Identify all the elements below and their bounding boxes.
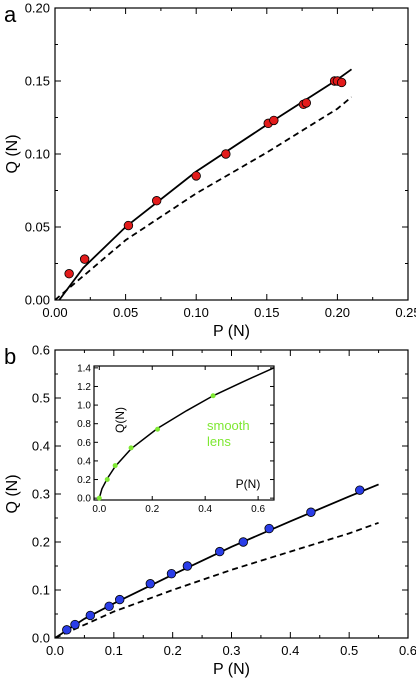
y-tick-label: 0.3 [32, 487, 50, 502]
y-tick-label: 0.0 [32, 631, 50, 646]
data-point [269, 115, 279, 126]
x-tick-label: 0.00 [42, 305, 67, 320]
x-tick-label: 0.5 [340, 643, 358, 658]
panel-label: b [4, 344, 16, 369]
data-point [306, 507, 316, 517]
y-tick-label: 0.10 [25, 147, 50, 162]
x-tick-label: 0.6 [251, 504, 265, 515]
x-tick-label: 0.15 [254, 305, 279, 320]
x-tick-label: 0.10 [184, 305, 209, 320]
data-point [238, 537, 248, 547]
inset-x-axis-label: P(N) [236, 477, 261, 491]
data-point [182, 561, 193, 571]
y-tick-label: 0.2 [32, 535, 50, 550]
plot-frame [54, 7, 409, 301]
plot-frame [93, 365, 275, 501]
data-point [85, 610, 96, 621]
solid-fit-line [98, 367, 274, 499]
y-axis-label: Q (N) [4, 134, 21, 173]
data-point [336, 77, 347, 88]
x-tick-label: 0.25 [395, 305, 416, 320]
x-tick-label: 0.3 [222, 643, 240, 658]
y-tick-label: 0.4 [32, 439, 50, 454]
data-point [70, 619, 80, 630]
y-tick-label: 0.6 [77, 438, 91, 449]
data-point [115, 594, 125, 605]
data-point [79, 254, 90, 264]
x-tick-label: 0.4 [198, 504, 212, 515]
inset-y-axis-label: Q(N) [113, 407, 127, 433]
y-tick-label: 1.0 [77, 401, 91, 412]
y-tick-label: 0.4 [77, 456, 91, 467]
x-tick-label: 0.1 [105, 643, 123, 658]
data-point [191, 171, 201, 181]
y-tick-label: 0.6 [32, 343, 50, 358]
dashed-fit-line [55, 96, 353, 300]
y-tick-label: 0.2 [77, 475, 91, 486]
data-point [215, 546, 225, 557]
x-axis-label: P (N) [213, 323, 250, 340]
x-tick-label: 0.05 [113, 305, 138, 320]
data-point [123, 220, 134, 231]
inset-annotation: lens [207, 434, 231, 449]
data-point [221, 149, 231, 159]
panel-label: a [4, 2, 17, 27]
data-point [64, 269, 74, 279]
data-point [155, 426, 161, 432]
x-tick-label: 0.4 [281, 643, 299, 658]
data-point [355, 485, 365, 495]
data-point [96, 495, 102, 501]
data-point [166, 568, 177, 579]
x-tick-label: 0.2 [164, 643, 182, 658]
x-tick-label: 0.0 [92, 504, 106, 515]
y-tick-label: 0.0 [77, 494, 91, 505]
x-axis-label: P (N) [213, 661, 250, 678]
y-tick-label: 0.00 [25, 293, 50, 308]
data-point [151, 196, 162, 206]
dashed-fit-line [55, 521, 379, 638]
y-tick-label: 0.8 [77, 419, 91, 430]
y-tick-label: 0.15 [25, 74, 50, 89]
x-tick-label: 0.6 [399, 643, 416, 658]
panel-a: 0.00 0.05 0.10 0.15 0.20 0.25 0.00 0.05 0.10 0.15… [4, 1, 416, 341]
x-tick-label: 0.2 [145, 504, 159, 515]
y-tick-label: 0.05 [25, 220, 50, 235]
data-point [104, 601, 114, 612]
y-tick-label: 1.4 [77, 363, 91, 374]
data-point [301, 98, 312, 108]
data-point [145, 579, 156, 589]
data-point [128, 445, 134, 451]
y-tick-label: 1.2 [77, 382, 91, 393]
data-point [62, 625, 72, 635]
inset-annotation: smooth [207, 418, 250, 433]
y-tick-label: 0.1 [32, 583, 50, 598]
x-tick-label: 0.20 [325, 305, 350, 320]
y-tick-label: 0.5 [32, 391, 50, 406]
y-tick-label: 0.20 [25, 1, 50, 16]
data-point [112, 463, 118, 469]
x-tick-label: 0.0 [46, 643, 64, 658]
data-point [210, 393, 216, 399]
panel-b-inset: 0.0 0.2 0.4 0.6 0.0 0.2 0.4 0.6 0.8 1.0 1.2 1.4 Q(N)… [77, 363, 275, 515]
data-point [104, 477, 110, 483]
y-axis-label: Q (N) [4, 474, 21, 513]
data-point [264, 523, 274, 534]
